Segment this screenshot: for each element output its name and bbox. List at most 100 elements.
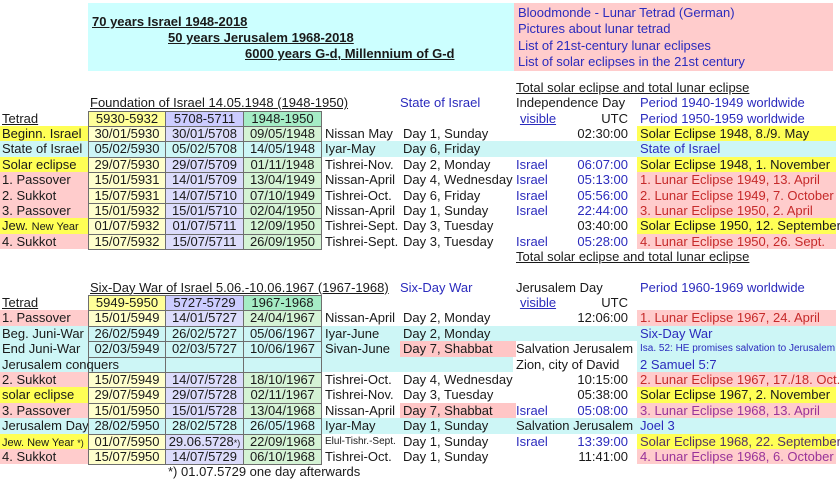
eclipse-ref[interactable]: 1. Lunar Eclipse 1949, 13. April — [637, 172, 836, 188]
visible-cell[interactable]: Israel — [516, 402, 548, 418]
eclipse-ref[interactable]: 2. Lunar Eclipse 1949, 7. October — [637, 187, 836, 203]
eclipse-ref[interactable]: Joel 3 — [637, 418, 836, 434]
date-hebrew-short: 14/07/5729 — [165, 449, 244, 466]
date-hebrew-long: 15/01/5931 — [88, 172, 166, 189]
eclipse-ref[interactable]: 4. Lunar Eclipse 1950, 26. Sept. — [637, 233, 836, 250]
foundation-of-israel-table-row: Solar eclipse 29/07/5930 29/07/5709 01/11/1… — [0, 156, 840, 174]
eclipse-ref[interactable]: 3. Lunar Eclipse 1968, 13. April — [637, 402, 836, 419]
row-label: 2. Sukkot — [0, 187, 90, 203]
eclipse-ref[interactable]: Isa. 52: HE promises salvation to Jerusa… — [637, 341, 836, 357]
link-pictures-tetrad[interactable]: Pictures about lunar tetrad — [518, 21, 671, 37]
six-day-war-ref[interactable]: Six-Day War — [400, 279, 473, 295]
time-cell[interactable]: 13:39:00 — [577, 433, 628, 449]
state-of-israel-ref[interactable]: State of Israel — [400, 95, 481, 111]
day-cell: Day 1, Sunday — [403, 126, 489, 141]
date-hebrew-short: 05/02/5708 — [165, 141, 244, 158]
period-link[interactable]: Period 1950-1959 worldwide — [640, 110, 805, 126]
day-cell: Day 1, Sunday — [403, 433, 489, 449]
date-hebrew-short: 29/07/5709 — [165, 156, 244, 174]
row-label: Solar eclipse — [0, 156, 90, 173]
eclipse-ref[interactable]: 2 Samuel 5:7 — [637, 356, 836, 372]
month-cell: Iyar-June — [325, 325, 380, 341]
eclipse-ref[interactable]: 4. Lunar Eclipse 1968, 6. October — [637, 449, 836, 465]
eclipse-ref[interactable]: Solar Eclipse 1950, 12. September — [637, 218, 840, 234]
date-hebrew-long: 29/07/5930 — [88, 156, 166, 174]
date-hebrew-short: 14/07/5710 — [165, 187, 244, 204]
visible-cell[interactable]: Israel — [516, 233, 548, 249]
date-hebrew-short: 15/01/5710 — [165, 203, 244, 220]
date-gregorian: 12/09/1950 — [243, 218, 322, 235]
six-day-war-table-row: Jerusalem conquers Zion, city of David 2 S… — [0, 356, 840, 373]
time-cell: 12:06:00 — [577, 310, 628, 326]
date-gregorian — [243, 356, 322, 373]
six-day-war-table-row: Six-Day War of Israel 5.06.-10.06.1967 (… — [0, 280, 840, 295]
heading-70-years-israel: 70 years Israel 1948-2018 — [92, 14, 248, 29]
eclipse-ref[interactable]: 2. Lunar Eclipse 1967, 17./18. Oct. — [637, 372, 840, 388]
date-gregorian: 26/09/1950 — [243, 233, 322, 251]
time-cell[interactable]: 05:13:00 — [577, 172, 628, 188]
month-cell: Sivan-June — [325, 341, 391, 357]
date-gregorian: 01/11/1948 — [243, 156, 322, 174]
tetrad-hebrew-short: 5708-5711 — [165, 110, 244, 127]
six-day-war-table-row: Jew. New Year *) 01/07/5950 29.06.5728*) 22… — [0, 433, 840, 450]
time-cell[interactable]: 06:07:00 — [577, 156, 628, 172]
eclipse-ref[interactable]: 1. Lunar Eclipse 1967, 24. April — [637, 310, 836, 326]
row-label: 3. Passover — [0, 203, 90, 219]
day-cell: Day 1, Sunday — [403, 449, 489, 464]
tetrad-hebrew-long: 5949-5950 — [88, 295, 166, 312]
time-cell[interactable]: 22:44:00 — [577, 203, 628, 218]
visible-cell[interactable]: Israel — [516, 433, 548, 449]
independence-day-header: Independence Day — [516, 95, 626, 111]
day-cell: Day 3, Tuesday — [403, 233, 494, 249]
date-gregorian: 18/10/1967 — [243, 372, 322, 389]
date-hebrew-short: 26/02/5727 — [165, 325, 244, 343]
six-day-war-table-row: 2. Sukkot 15/07/5949 14/07/5728 18/10/1967 T… — [0, 372, 840, 389]
date-hebrew-long: 01/07/5950 — [88, 433, 166, 450]
link-bloodmonde[interactable]: Bloodmonde - Lunar Tetrad (German) — [518, 5, 735, 20]
eclipse-ref[interactable]: Solar Eclipse 1968, 22. September — [637, 433, 840, 449]
six-day-war-table-row: 1. Passover 15/01/5949 14/01/5727 24/04/196… — [0, 310, 840, 327]
time-cell: 03:40:00 — [577, 218, 628, 234]
foundation-of-israel-table-row: 1. Passover 15/01/5931 14/01/5709 13/04/194… — [0, 172, 840, 189]
link-solar-eclipses[interactable]: List of solar eclipses in the 21st centu… — [518, 53, 745, 69]
time-cell[interactable]: 05:28:00 — [577, 233, 628, 249]
link-lunar-eclipses[interactable]: List of 21st-century lunar eclipses — [518, 37, 711, 53]
eclipse-ref[interactable]: 3. Lunar Eclipse 1950, 2. April — [637, 203, 836, 219]
date-gregorian: 09/05/1948 — [243, 126, 322, 143]
eclipse-ref[interactable]: Solar Eclipse 1948, 1. November — [637, 156, 836, 173]
date-hebrew-short: 02/03/5727 — [165, 341, 244, 358]
foundation-of-israel-table-row: 2. Sukkot 15/07/5931 14/07/5710 07/10/1949 T… — [0, 187, 840, 204]
text-part: *) — [233, 437, 241, 448]
date-hebrew-long: 28/02/5950 — [88, 418, 166, 435]
time-cell[interactable]: 05:08:00 — [577, 402, 628, 418]
visible-cell[interactable]: Israel — [516, 187, 548, 203]
date-hebrew-long: 05/02/5930 — [88, 141, 166, 158]
six-day-war-table-row: End Juni-War 02/03/5949 02/03/5727 10/06/19… — [0, 341, 840, 358]
time-cell: 11:41:00 — [578, 449, 628, 464]
six-day-war-table-row: 4. Sukkot 15/07/5950 14/07/5729 06/10/1968 T… — [0, 449, 840, 466]
visible-header[interactable]: visible — [519, 295, 557, 310]
period-link[interactable]: Period 1960-1969 worldwide — [640, 279, 805, 295]
visible-cell[interactable]: Israel — [516, 172, 548, 188]
period-link[interactable]: Period 1940-1949 worldwide — [640, 95, 805, 111]
time-cell[interactable]: 05:56:00 — [577, 187, 628, 203]
eclipse-ref[interactable]: Solar Eclipse 1948, 8./9. May — [637, 126, 836, 142]
visible-cell[interactable]: Israel — [516, 156, 548, 172]
row-label: State of Israel — [2, 141, 83, 157]
eclipse-ref[interactable]: Six-Day War — [637, 325, 836, 342]
tetrad-header: Tetrad — [2, 295, 39, 310]
note-cell: Salvation Jerusalem — [516, 341, 634, 357]
eclipse-ref[interactable]: Solar Eclipse 1967, 2. November — [637, 387, 836, 403]
day-cell: Day 6, Friday — [403, 141, 481, 157]
six-day-war-table-row: Beg. Juni-War 26/02/5949 26/02/5727 05/06/1… — [0, 325, 840, 343]
visible-header[interactable]: visible — [519, 110, 557, 126]
row-label: End Juni-War — [2, 341, 81, 357]
date-hebrew-long: 01/07/5932 — [88, 218, 166, 235]
visible-cell[interactable]: Israel — [516, 203, 548, 218]
date-gregorian: 24/04/1967 — [243, 310, 322, 327]
row-label: Beg. Juni-War — [2, 325, 84, 341]
month-cell: Nissan May — [325, 126, 393, 141]
eclipse-ref[interactable]: State of Israel — [637, 141, 836, 157]
anniversary-header-box: 70 years Israel 1948-2018 50 years Jerus… — [88, 3, 514, 71]
day-cell: Day 6, Friday — [403, 187, 481, 203]
